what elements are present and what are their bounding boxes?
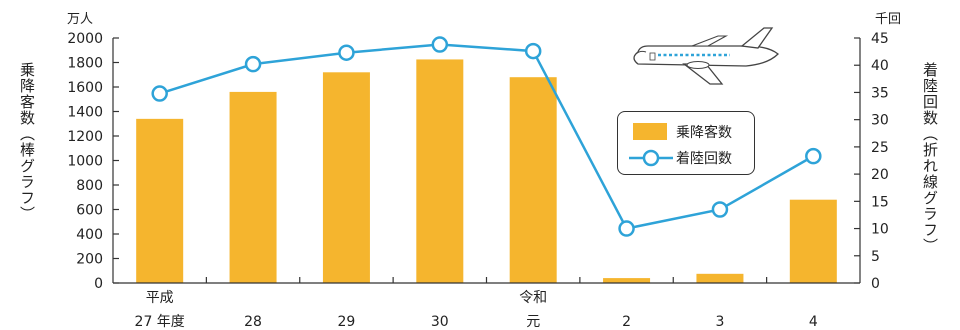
line-point (618, 220, 635, 237)
legend-bar-swatch (633, 123, 667, 140)
x-tick-label: 2 (622, 314, 631, 330)
bar (696, 273, 744, 283)
left-tick-label: 1000 (67, 154, 103, 170)
left-tick-label: 600 (76, 203, 103, 219)
right-tick-label: 20 (871, 167, 889, 183)
right-tick-label: 25 (871, 140, 889, 156)
x-tick-label: 平成 (146, 290, 174, 306)
x-tick-label: 令和 (519, 290, 547, 306)
right-tick-label: 5 (871, 249, 880, 265)
x-tick-label: 30 (431, 314, 449, 330)
x-tick-label: 28 (244, 314, 262, 330)
left-tick-label: 1400 (67, 105, 103, 121)
left-tick-label: 400 (76, 227, 103, 243)
legend: 乗降客数 着陸回数 (617, 111, 755, 175)
right-tick-label: 10 (871, 222, 889, 238)
bar (229, 91, 277, 284)
right-tick-label: 35 (871, 85, 889, 101)
left-tick-label: 200 (76, 252, 103, 268)
right-tick-label: 45 (871, 31, 889, 47)
left-tick-label: 800 (76, 178, 103, 194)
left-axis-unit: 万人 (67, 12, 93, 27)
line-layer (151, 36, 822, 237)
left-tick-label: 2000 (67, 31, 103, 47)
right-axis-unit: 千回 (875, 12, 901, 27)
line-point (151, 85, 168, 102)
line-point (338, 44, 355, 61)
bar (603, 278, 651, 283)
x-tick-label: 3 (715, 314, 724, 330)
right-tick-label: 30 (871, 113, 889, 129)
legend-bar-label: 乗降客数 (676, 125, 732, 141)
left-tick-label: 0 (94, 276, 103, 292)
x-tick-label: 29 (338, 314, 356, 330)
left-tick-label: 1600 (67, 80, 103, 96)
left-tick-label: 1800 (67, 56, 103, 72)
airplane-icon (633, 27, 779, 85)
line-point (711, 201, 729, 218)
legend-line-label: 着陸回数 (676, 151, 732, 167)
x-tick-label: 27 年度 (135, 314, 185, 330)
legend-line-icon (629, 149, 673, 167)
line-point (244, 55, 262, 73)
x-tick-label: 4 (809, 314, 818, 330)
left-axis-label: 乗降客数（棒グラフ） (18, 62, 36, 222)
bars-layer (136, 59, 837, 284)
right-tick-label: 40 (871, 58, 889, 74)
axes-layer: 0 200 400 600 800 1000 1200 1400 1600 1800 2000 0 5 1… (67, 31, 888, 330)
left-tick-label: 1200 (67, 129, 103, 145)
bar (509, 77, 557, 283)
bar (789, 199, 837, 283)
line-point (805, 147, 822, 165)
x-tick-label: 元 (526, 314, 540, 330)
line-point (431, 36, 449, 53)
right-tick-label: 15 (871, 194, 889, 210)
bar (322, 72, 370, 283)
right-axis-label: 着陸回数（折れ線グラフ） (921, 62, 939, 254)
right-tick-label: 0 (871, 276, 880, 292)
line-point (524, 42, 542, 60)
bar (136, 118, 184, 283)
line-series (159, 43, 814, 230)
bar (416, 59, 464, 283)
